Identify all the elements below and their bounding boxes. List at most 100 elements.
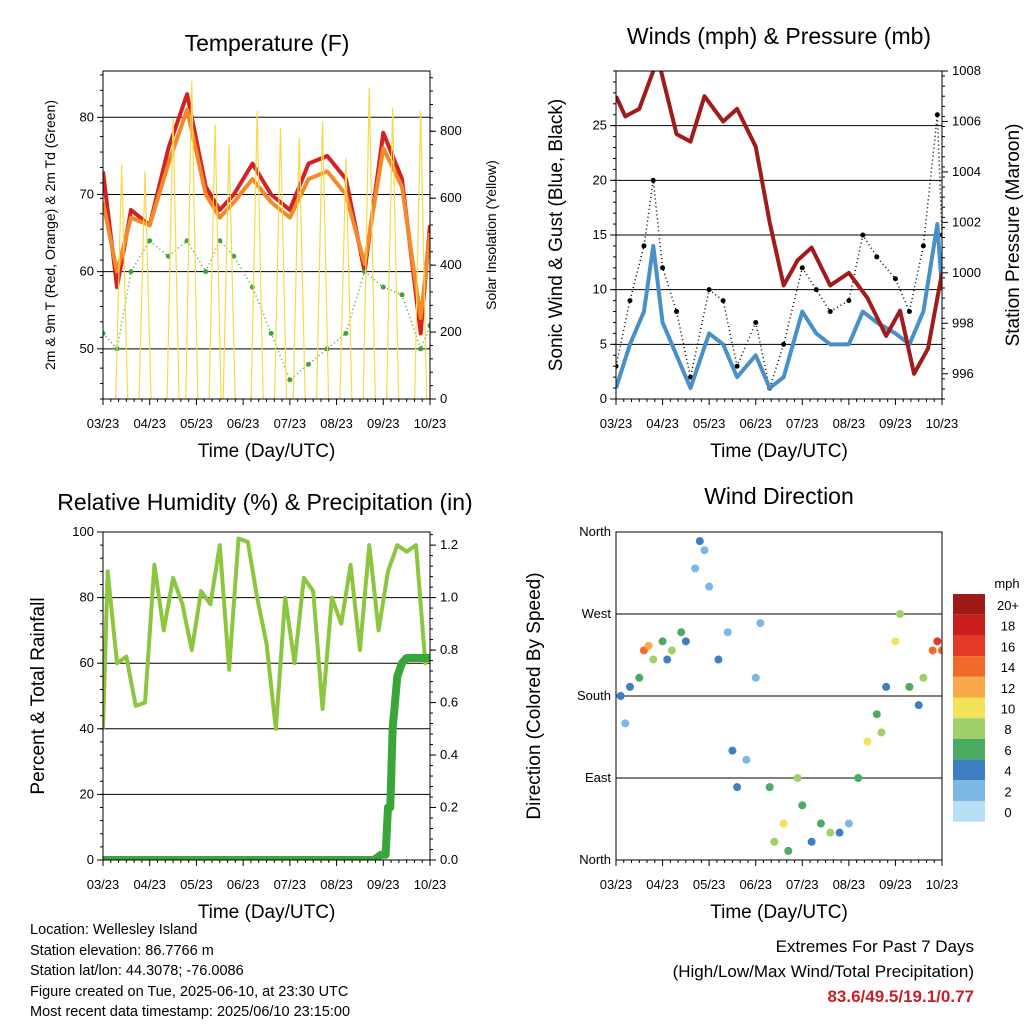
data-layer bbox=[103, 536, 430, 860]
plot-frame bbox=[102, 531, 431, 861]
x-tick-label: 10/23 bbox=[926, 416, 959, 431]
wind-direction-point bbox=[742, 755, 751, 764]
x-tick-label: 09/23 bbox=[879, 416, 912, 431]
wind-direction-point bbox=[649, 655, 658, 664]
solar-spike bbox=[208, 124, 222, 399]
y2-tick-label: 0.4 bbox=[440, 747, 458, 762]
extremes-box: Extremes For Past 7 Days (High/Low/Max W… bbox=[673, 934, 974, 1009]
series-line bbox=[616, 71, 942, 376]
x-tick-label: 06/23 bbox=[227, 877, 260, 892]
solar-spike bbox=[138, 171, 152, 399]
panel-title: Temperature (F) bbox=[185, 30, 350, 56]
y-tick-label: North bbox=[579, 524, 611, 539]
y2-tick-label: 1.2 bbox=[440, 537, 458, 552]
data-layer bbox=[616, 537, 942, 855]
legend-swatch bbox=[953, 697, 985, 719]
solar-spike bbox=[115, 164, 129, 399]
wind-direction-point bbox=[798, 801, 807, 810]
y-tick-label: West bbox=[582, 606, 612, 621]
legend-label: 8 bbox=[1004, 722, 1011, 737]
legend-label: 20+ bbox=[997, 598, 1019, 613]
plot-frame bbox=[615, 70, 943, 400]
series-point bbox=[920, 243, 926, 249]
x-tick-label: 08/23 bbox=[833, 416, 866, 431]
wind-direction-point bbox=[635, 673, 644, 682]
series-point bbox=[781, 341, 787, 347]
x-tick-label: 06/23 bbox=[227, 416, 260, 431]
x-tick-label: 07/23 bbox=[786, 877, 819, 892]
legend-label: 14 bbox=[1001, 660, 1015, 675]
series-point bbox=[650, 177, 656, 183]
x-tick-label: 06/23 bbox=[739, 877, 772, 892]
solar-spike bbox=[339, 158, 353, 399]
legend-swatch bbox=[953, 718, 985, 739]
legend-label: 16 bbox=[1001, 639, 1015, 654]
legend-swatch bbox=[953, 676, 985, 698]
y2-tick-label: 200 bbox=[440, 324, 462, 339]
station-latlon: Station lat/lon: 44.3078; -76.0086 bbox=[30, 963, 244, 979]
plot-frame bbox=[615, 531, 943, 861]
panel-title: Wind Direction bbox=[704, 483, 854, 509]
x-tick-label: 10/23 bbox=[414, 877, 447, 892]
y-tick-label: 50 bbox=[80, 341, 94, 356]
wind-direction-point bbox=[663, 655, 672, 664]
y-tick-label: 40 bbox=[80, 721, 94, 736]
y-tick-label: 25 bbox=[593, 118, 607, 133]
legend-label: 6 bbox=[1004, 743, 1011, 758]
x-tick-label: 05/23 bbox=[693, 416, 726, 431]
figure-created: Figure created on Tue, 2025-06-10, at 23… bbox=[30, 983, 349, 1000]
solar-spike bbox=[166, 117, 180, 399]
y-tick-label: South bbox=[577, 688, 611, 703]
y-axis-label: Sonic Wind & Gust (Blue, Black) bbox=[546, 99, 567, 371]
wind-direction-point bbox=[779, 819, 788, 828]
solar-spike bbox=[292, 137, 306, 399]
wind-direction-point bbox=[872, 710, 881, 719]
wind-direction-point bbox=[933, 637, 942, 646]
wind-direction-point bbox=[756, 619, 765, 628]
legend-swatch bbox=[953, 656, 985, 677]
x-axis-label: Time (Day/UTC) bbox=[710, 902, 848, 923]
wind-direction-point bbox=[891, 637, 900, 646]
legend-label: 18 bbox=[1001, 619, 1015, 634]
wind-direction-point bbox=[695, 537, 704, 546]
y-tick-label: 70 bbox=[80, 186, 94, 201]
wind-direction-point bbox=[658, 637, 667, 646]
extremes-description: (High/Low/Max Wind/Total Precipitation) bbox=[672, 962, 974, 981]
x-tick-label: 09/23 bbox=[367, 416, 400, 431]
solar-spike bbox=[250, 111, 264, 399]
wind-direction-point bbox=[733, 783, 742, 792]
series-point bbox=[906, 309, 912, 315]
y-tick-label: 10 bbox=[593, 282, 607, 297]
y-tick-label: 0 bbox=[87, 852, 94, 867]
wind-direction-point bbox=[835, 828, 844, 837]
wind-direction-point bbox=[844, 819, 853, 828]
y-tick-label: East bbox=[585, 770, 611, 785]
x-tick-label: 04/23 bbox=[133, 416, 166, 431]
wind-direction-point bbox=[938, 646, 942, 655]
data-layer bbox=[103, 81, 430, 399]
y2-tick-label: 1.0 bbox=[440, 590, 458, 605]
solar-spike bbox=[222, 144, 236, 399]
wind-direction-point bbox=[700, 546, 709, 555]
wind-direction-point bbox=[807, 837, 816, 846]
series-point bbox=[103, 330, 106, 336]
series-line bbox=[103, 536, 430, 731]
x-axis-label: Time (Day/UTC) bbox=[198, 902, 336, 923]
wind-direction-point bbox=[816, 819, 825, 828]
y2-tick-label: 1000 bbox=[952, 265, 981, 280]
series-point bbox=[641, 243, 647, 249]
y-tick-label: 20 bbox=[80, 786, 94, 801]
series-point bbox=[627, 298, 633, 304]
y-axis-label: Direction (Colored By Speed) bbox=[524, 572, 545, 819]
x-tick-label: 08/23 bbox=[320, 416, 353, 431]
wind-direction-point bbox=[621, 719, 630, 728]
x-tick-label: 05/23 bbox=[693, 877, 726, 892]
y2-tick-label: 1008 bbox=[952, 63, 981, 78]
legend-label: 10 bbox=[1001, 702, 1015, 717]
series-point bbox=[147, 238, 153, 244]
y-tick-label: 100 bbox=[72, 524, 94, 539]
x-tick-label: 03/23 bbox=[600, 416, 633, 431]
x-axis-label: Time (Day/UTC) bbox=[198, 441, 336, 462]
y2-tick-label: 998 bbox=[952, 315, 974, 330]
